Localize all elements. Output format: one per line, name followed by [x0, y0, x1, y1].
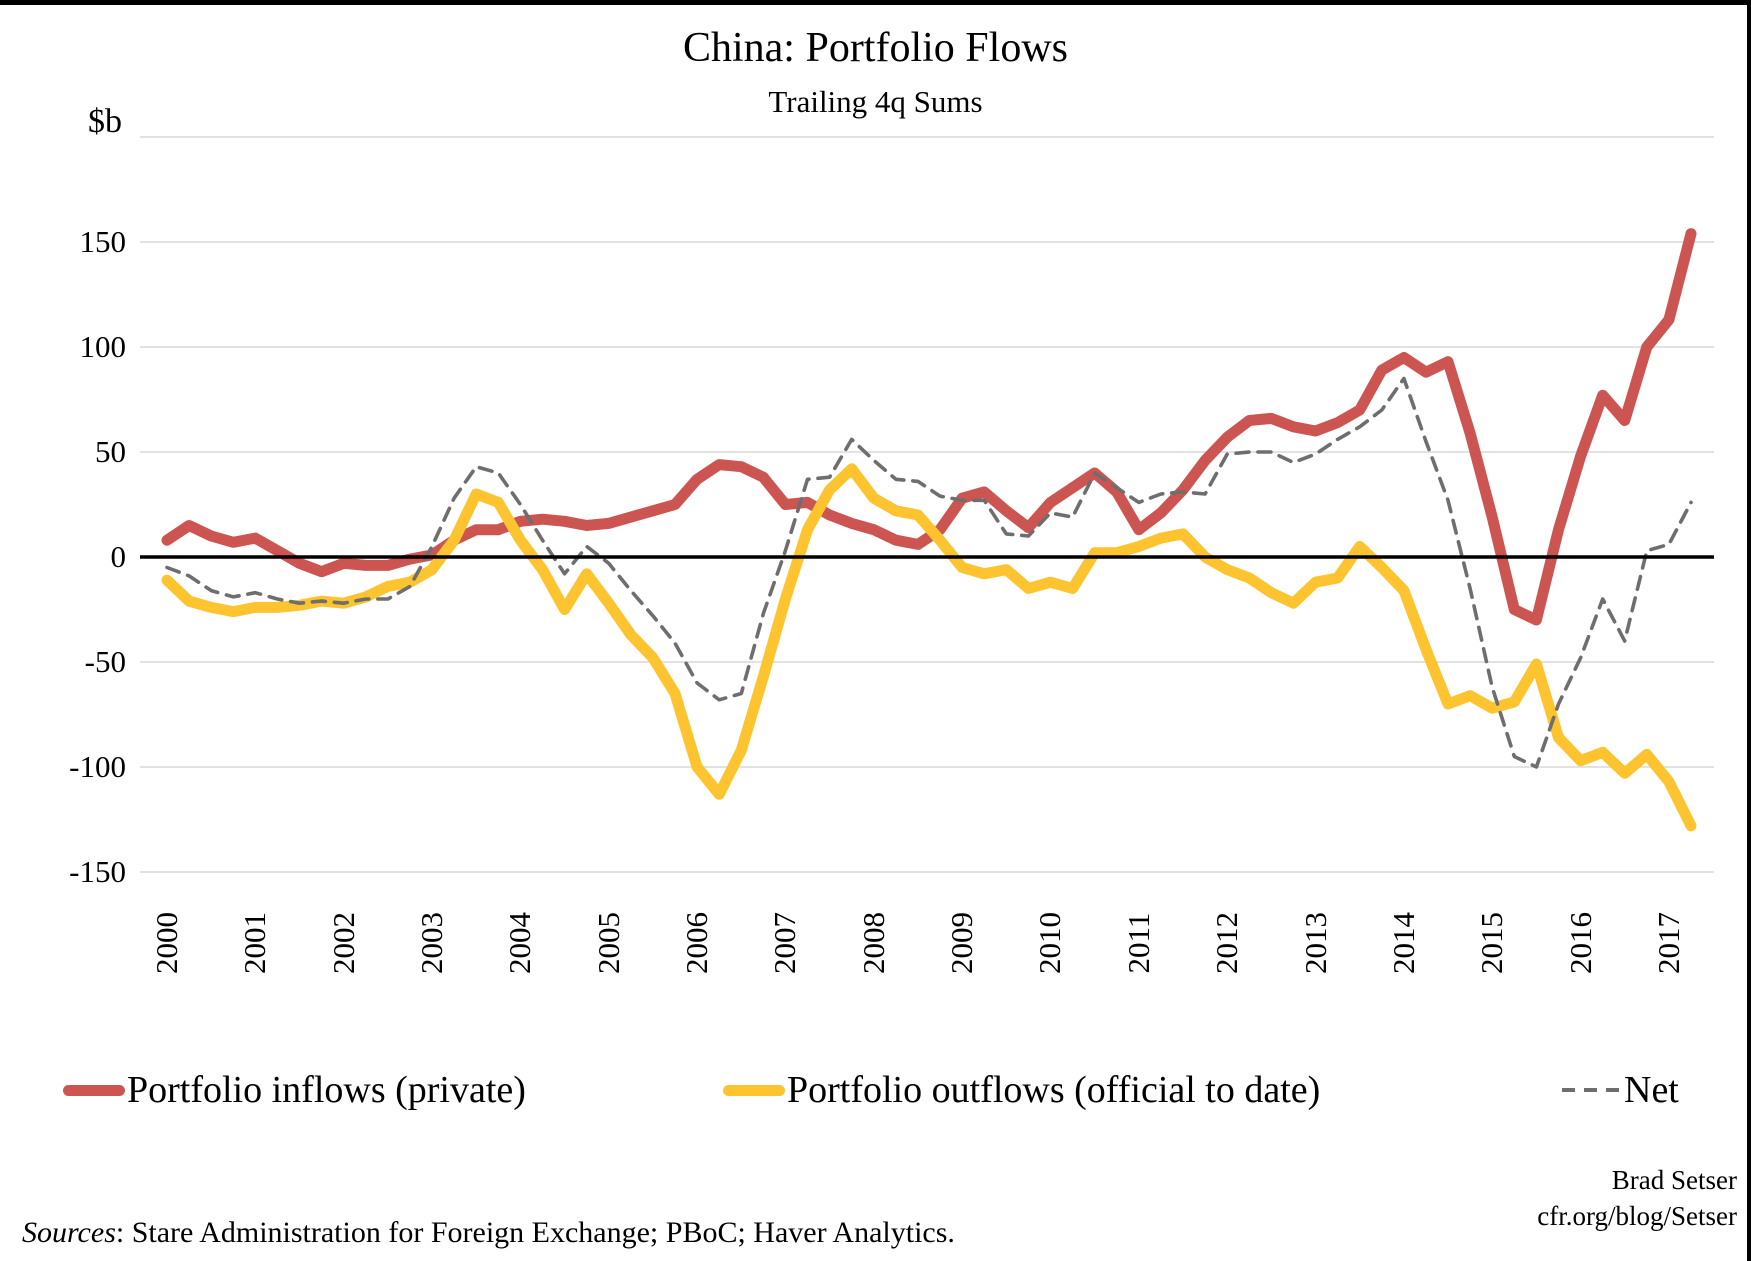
x-tick-label-2015: 2015: [1474, 912, 1510, 974]
net-dashed-line-swatch: [1562, 1088, 1620, 1092]
x-tick-label-2003: 2003: [414, 912, 450, 974]
x-tick-label-2007: 2007: [767, 912, 803, 974]
x-tick-label-2005: 2005: [590, 912, 626, 974]
x-tick-label-2010: 2010: [1032, 912, 1068, 974]
sources-note: Sources: Stare Administration for Foreig…: [22, 1216, 955, 1250]
x-tick-label-2004: 2004: [502, 912, 538, 974]
outflows-line-swatch: [723, 1084, 785, 1096]
y-tick-label--100: -100: [69, 749, 126, 784]
y-tick-label--150: -150: [69, 854, 126, 889]
legend-label-inflows: Portfolio inflows (private): [127, 1069, 526, 1111]
right-border-bar: [1747, 0, 1751, 1261]
legend-item-net: Net: [1562, 1062, 1679, 1118]
x-tick-label-2016: 2016: [1562, 912, 1598, 974]
x-tick-label-2013: 2013: [1297, 912, 1333, 974]
x-tick-label-2000: 2000: [149, 912, 184, 974]
legend-item-inflows: Portfolio inflows (private): [63, 1062, 526, 1118]
inflows-line-swatch: [63, 1084, 125, 1096]
x-tick-label-2008: 2008: [855, 912, 891, 974]
x-tick-label-2012: 2012: [1209, 912, 1245, 974]
legend-label-outflows: Portfolio outflows (official to date): [787, 1069, 1321, 1111]
x-tick-label-2009: 2009: [944, 912, 980, 974]
chart-subtitle: Trailing 4q Sums: [768, 84, 983, 119]
legend-label-net: Net: [1624, 1069, 1679, 1111]
y-tick-label-0: 0: [110, 539, 127, 574]
y-axis-unit-label: $b: [88, 103, 122, 140]
series-line-outflows: [161, 463, 1697, 832]
sources-prefix: Sources: [22, 1216, 116, 1249]
series-line-net: [165, 376, 1693, 769]
author-name: Brad Setser: [1611, 1165, 1737, 1195]
y-tick-label-50: 50: [95, 434, 126, 469]
sources-text: : Stare Administration for Foreign Excha…: [115, 1216, 955, 1249]
y-tick-label--50: -50: [84, 644, 126, 679]
x-tick-label-2011: 2011: [1120, 912, 1156, 974]
x-tick-label-2002: 2002: [325, 912, 361, 974]
x-tick-label-2001: 2001: [237, 912, 273, 974]
x-tick-label-2006: 2006: [679, 912, 715, 974]
chart-title: China: Portfolio Flows: [682, 25, 1069, 71]
y-tick-label-100: 100: [79, 329, 127, 364]
top-border-bar: [0, 0, 1751, 5]
legend-item-outflows: Portfolio outflows (official to date): [723, 1062, 1320, 1118]
y-tick-label-150: 150: [79, 224, 127, 259]
x-tick-label-2017: 2017: [1650, 912, 1686, 974]
x-tick-label-2014: 2014: [1385, 912, 1421, 974]
author-site: cfr.org/blog/Setser: [1537, 1201, 1737, 1231]
